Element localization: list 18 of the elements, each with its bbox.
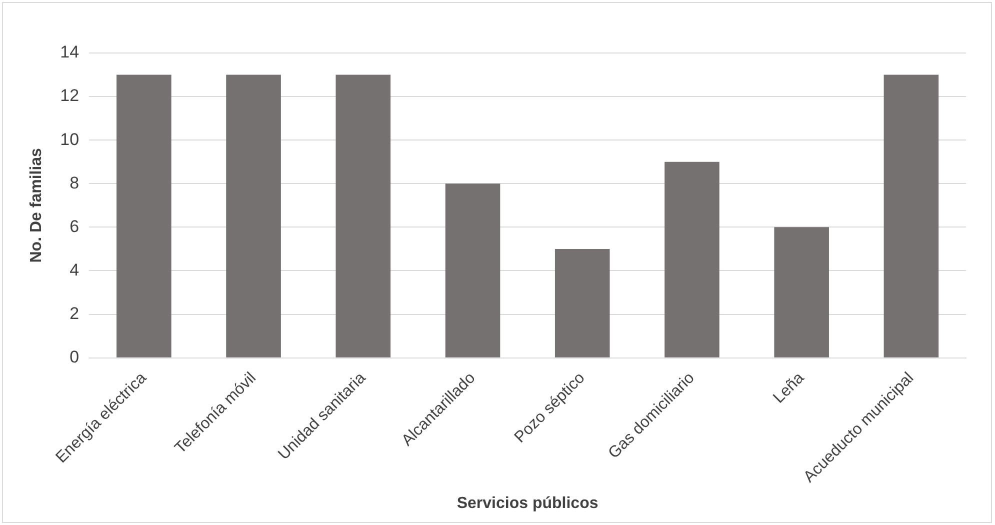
y-tick-label: 10 [60,130,80,149]
bar [445,184,500,358]
y-tick-label: 14 [60,42,80,62]
bar [774,227,829,358]
bar [116,74,172,358]
bar [884,74,939,358]
bar [226,74,281,358]
x-axis-title: Servicios públicos [456,494,598,512]
y-axis-title: No. De familias [28,148,46,263]
y-tick-label: 0 [70,348,80,367]
y-tick-label: 2 [70,304,80,323]
y-tick-label: 4 [70,260,80,280]
y-tick-label: 8 [70,173,80,192]
y-tick-label: 12 [60,86,80,106]
bar [554,248,610,358]
y-tick-label: 6 [70,216,80,236]
bar [336,74,391,358]
bar [664,162,720,358]
